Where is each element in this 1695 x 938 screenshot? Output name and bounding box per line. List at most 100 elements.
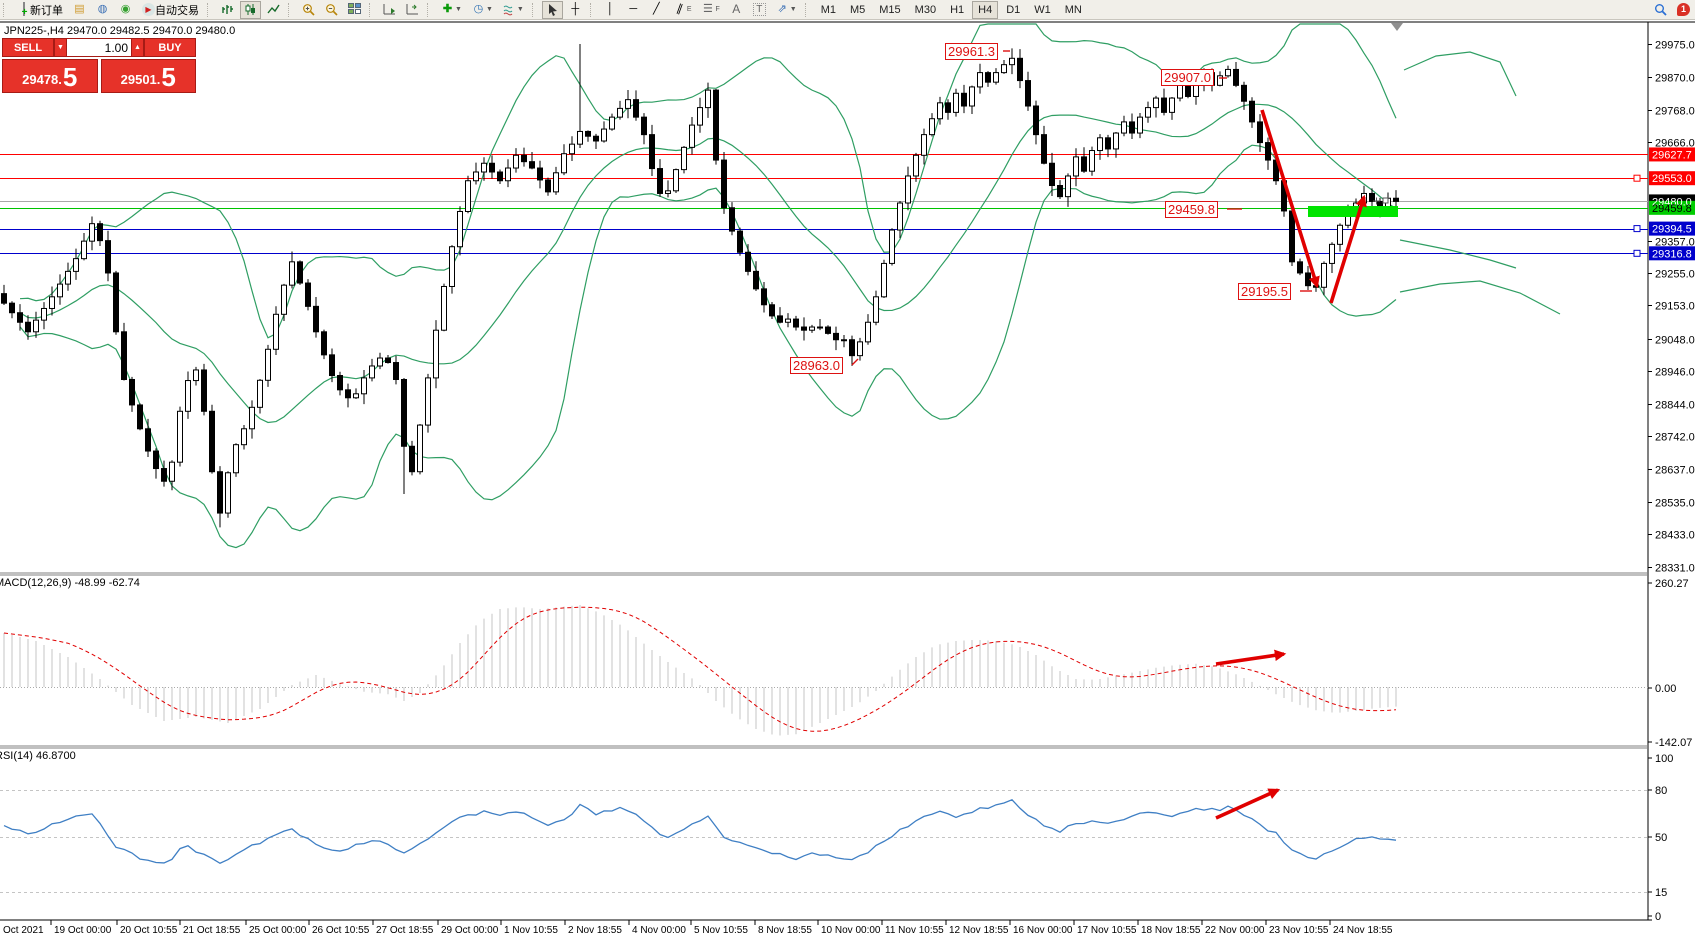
price-badge-label: 29480.0: [1652, 196, 1692, 208]
tf-h1-button[interactable]: H1: [950, 3, 965, 16]
tf-m5-button[interactable]: M5: [849, 3, 866, 16]
bar-chart-type-button[interactable]: [217, 1, 238, 19]
arrows-tool-button[interactable]: ⇗ ▼: [772, 1, 801, 19]
date-tick-label: 11 Nov 10:55: [885, 925, 944, 936]
text-label-icon: T: [752, 3, 766, 16]
periods-button[interactable]: ◷ ▼: [468, 1, 497, 19]
cursor-tool-button[interactable]: [541, 0, 563, 19]
macd-signal-line: [3, 606, 1397, 732]
tf-d1-button[interactable]: D1: [1006, 3, 1021, 16]
price-annotation-29459[interactable]: 29459.8: [1165, 201, 1218, 218]
autotrade-button[interactable]: ▶ 自动交易: [138, 1, 203, 19]
community-button[interactable]: ◍: [92, 1, 113, 19]
price-annotation-29961[interactable]: 29961.3: [945, 43, 998, 60]
axis-price-label: 28844.0: [1655, 400, 1695, 412]
price-annotation-29195[interactable]: 29195.5: [1238, 283, 1291, 300]
trend-arrow[interactable]: [1215, 788, 1281, 820]
line-chart-type-button[interactable]: [263, 1, 284, 19]
price-badge-label: 29553.0: [1652, 173, 1692, 185]
templates-button[interactable]: ▼: [499, 1, 528, 19]
chart-shift-marker[interactable]: [1391, 23, 1403, 31]
trend-arrow[interactable]: [1329, 194, 1367, 304]
buy-price-display[interactable]: 29501. 5: [100, 59, 196, 93]
signals-button[interactable]: ◉: [115, 1, 136, 19]
object-anchor-square: [1382, 197, 1389, 204]
chart-symbol-title: JPN225-,H4 29470.0 29482.5 29470.0 29480…: [4, 25, 236, 37]
date-axis[interactable]: [50, 920, 1331, 925]
candle-chart-type-button[interactable]: [240, 0, 261, 19]
green-zone-rectangle[interactable]: [1308, 206, 1398, 217]
auto-scroll-icon: [383, 3, 396, 16]
main-toolbar: + 新订单 ▤ ◍ ◉ ▶ 自动交易 ✚ ▼ ◷ ▼ ▼: [0, 0, 1695, 20]
tile-windows-button[interactable]: [344, 1, 365, 19]
dropdown-arrow-icon: ▼: [789, 6, 797, 13]
price-annotation-29907[interactable]: 29907.0: [1161, 69, 1214, 86]
tf-m30-button[interactable]: M30: [914, 3, 937, 16]
buy-price-big-digit: 5: [161, 62, 176, 92]
price-axis[interactable]: [1633, 44, 1695, 568]
trend-arrow[interactable]: [1260, 109, 1320, 289]
price-badge: [1649, 221, 1695, 236]
sell-price-display[interactable]: 29478. 5: [2, 59, 98, 93]
candlestick-icon: [244, 3, 257, 16]
price-badge: [1649, 200, 1695, 215]
rsi-axis-label: 50: [1655, 832, 1667, 844]
line-anchor-handle: [1633, 249, 1641, 257]
new-order-icon: +: [17, 2, 30, 18]
date-tick-label: 20 Oct 10:55: [120, 925, 178, 936]
volume-down-button[interactable]: ▼: [54, 38, 67, 57]
date-tick-label: 12 Nov 18:55: [949, 925, 1009, 936]
date-tick-label: 26 Oct 10:55: [312, 925, 370, 936]
zoom-in-icon: [302, 3, 315, 16]
auto-scroll-button[interactable]: [379, 1, 400, 19]
sell-button[interactable]: SELL: [2, 38, 54, 57]
tf-m15-button[interactable]: M15: [879, 3, 901, 16]
crosshair-tool-button[interactable]: ┼: [565, 1, 586, 19]
trendline-tool-button[interactable]: ╱: [646, 1, 667, 19]
new-order-button[interactable]: + 新订单: [13, 1, 67, 19]
price-badge-label: 29316.8: [1652, 248, 1692, 260]
date-tick-label: 17 Nov 10:55: [1077, 925, 1137, 936]
dropdown-arrow-icon: ▼: [485, 6, 493, 13]
zoom-out-button[interactable]: [321, 1, 342, 19]
axis-price-label: 28535.0: [1655, 498, 1695, 510]
date-tick-label: 18 Nov 18:55: [1141, 925, 1201, 936]
volume-up-button[interactable]: ▲: [131, 38, 144, 57]
indicators-button[interactable]: ✚ ▼: [437, 1, 466, 19]
tf-m1-button[interactable]: M1: [820, 3, 836, 16]
autotrade-label: 自动交易: [155, 4, 199, 17]
macd-axis-label: 0.00: [1655, 683, 1676, 695]
toolbar-drag-handle[interactable]: [3, 2, 9, 17]
sell-price-main: 29478.: [22, 72, 62, 87]
notifications-button[interactable]: 1: [1673, 1, 1694, 19]
trade-prices-row: 29478. 5 29501. 5: [2, 59, 196, 93]
fibonacci-tool-button[interactable]: ☰ F: [697, 1, 723, 19]
hline-tool-button[interactable]: ─: [623, 1, 644, 19]
text-tool-button[interactable]: A: [726, 1, 747, 19]
band-extension: [1399, 239, 1517, 269]
search-button[interactable]: [1650, 1, 1671, 19]
macd-axis-label: -142.07: [1655, 737, 1692, 749]
zoom-in-button[interactable]: [298, 1, 319, 19]
trade-controls-row: SELL ▼ 1.00 ▲ BUY: [2, 38, 196, 57]
date-tick-label: 21 Oct 18:55: [183, 925, 241, 936]
dropdown-arrow-icon: ▼: [455, 6, 462, 13]
tf-h4-button[interactable]: H4: [972, 0, 999, 19]
price-annotation-28963[interactable]: 28963.0: [790, 357, 843, 374]
label-tool-button[interactable]: T: [749, 1, 770, 19]
horizontal-line-icon: ─: [629, 3, 638, 15]
volume-input[interactable]: 1.00: [67, 38, 131, 57]
vline-tool-button[interactable]: │: [600, 1, 621, 19]
buy-button[interactable]: BUY: [144, 38, 196, 57]
trend-arrow[interactable]: [1215, 649, 1287, 666]
chart-shift-button[interactable]: [402, 1, 423, 19]
axis-price-label: 29975.0: [1655, 40, 1695, 52]
toolbox-button[interactable]: ▤: [69, 1, 90, 19]
tf-w1-button[interactable]: W1: [1034, 3, 1051, 16]
one-click-trading-panel: SELL ▼ 1.00 ▲ BUY 29478. 5 29501. 5: [2, 38, 196, 93]
zoom-out-icon: [325, 3, 338, 16]
tf-mn-button[interactable]: MN: [1064, 3, 1082, 16]
toolbar-separator: [288, 2, 294, 17]
channel-tool-button[interactable]: ∥ E: [669, 1, 696, 19]
